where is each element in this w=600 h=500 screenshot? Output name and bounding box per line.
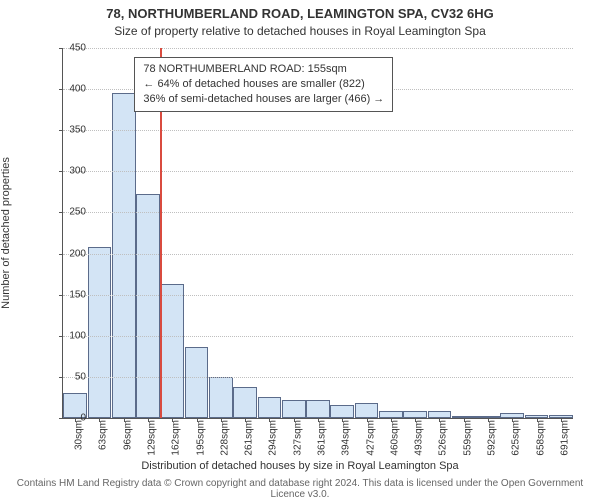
ytick-label: 0 <box>56 413 86 424</box>
gridline-y <box>63 212 573 213</box>
annotation-line: 36% of semi-detached houses are larger (… <box>143 92 384 107</box>
xtick-label: 30sqm <box>74 420 85 450</box>
annotation-line: ← 64% of detached houses are smaller (82… <box>143 77 384 92</box>
xtick-label: 691sqm <box>559 420 570 456</box>
histogram-bar <box>233 387 257 418</box>
x-axis-label: Distribution of detached houses by size … <box>0 460 600 472</box>
ytick-label: 100 <box>56 330 86 341</box>
gridline-y <box>63 171 573 172</box>
xtick-label: 493sqm <box>414 420 425 456</box>
xtick-label: 228sqm <box>219 420 230 456</box>
histogram-bar <box>160 284 184 418</box>
xtick-label: 361sqm <box>317 420 328 456</box>
ytick-label: 400 <box>56 84 86 95</box>
gridline-y <box>63 254 573 255</box>
chart-subtitle: Size of property relative to detached ho… <box>0 24 600 38</box>
gridline-y <box>63 130 573 131</box>
xtick-label: 427sqm <box>365 420 376 456</box>
xtick-label: 625sqm <box>511 420 522 456</box>
histogram-bar <box>209 377 233 418</box>
ytick-label: 150 <box>56 289 86 300</box>
gridline-y <box>63 295 573 296</box>
histogram-bar <box>330 405 354 418</box>
gridline-y <box>63 48 573 49</box>
histogram-bar <box>355 403 379 418</box>
chart-title: 78, NORTHUMBERLAND ROAD, LEAMINGTON SPA,… <box>0 6 600 21</box>
xtick-label: 658sqm <box>535 420 546 456</box>
annotation-box: 78 NORTHUMBERLAND ROAD: 155sqm← 64% of d… <box>134 57 393 112</box>
histogram-bar <box>112 93 136 418</box>
histogram-bar <box>136 194 160 418</box>
histogram-bar <box>88 247 112 418</box>
xtick-label: 129sqm <box>147 420 158 456</box>
xtick-label: 294sqm <box>268 420 279 456</box>
y-axis-label: Number of detached properties <box>0 157 12 309</box>
histogram-bar <box>282 400 306 418</box>
xtick-label: 195sqm <box>195 420 206 456</box>
histogram-bar <box>258 397 282 418</box>
ytick-label: 50 <box>56 371 86 382</box>
xtick-label: 460sqm <box>389 420 400 456</box>
xtick-label: 63sqm <box>98 420 109 450</box>
histogram-bar <box>185 347 209 418</box>
xtick-label: 96sqm <box>122 420 133 450</box>
xtick-label: 526sqm <box>438 420 449 456</box>
ytick-label: 300 <box>56 166 86 177</box>
annotation-line: 78 NORTHUMBERLAND ROAD: 155sqm <box>143 62 384 77</box>
histogram-bar <box>306 400 330 418</box>
ytick-label: 450 <box>56 43 86 54</box>
xtick-label: 261sqm <box>244 420 255 456</box>
gridline-y <box>63 377 573 378</box>
xtick-label: 394sqm <box>341 420 352 456</box>
ytick-label: 200 <box>56 248 86 259</box>
plot-area: 30sqm63sqm96sqm129sqm162sqm195sqm228sqm2… <box>62 48 573 419</box>
xtick-label: 559sqm <box>462 420 473 456</box>
xtick-label: 162sqm <box>171 420 182 456</box>
ytick-label: 350 <box>56 125 86 136</box>
chart-footer: Contains HM Land Registry data © Crown c… <box>12 478 588 500</box>
gridline-y <box>63 336 573 337</box>
xtick-label: 327sqm <box>292 420 303 456</box>
ytick-label: 250 <box>56 207 86 218</box>
xtick-label: 592sqm <box>487 420 498 456</box>
